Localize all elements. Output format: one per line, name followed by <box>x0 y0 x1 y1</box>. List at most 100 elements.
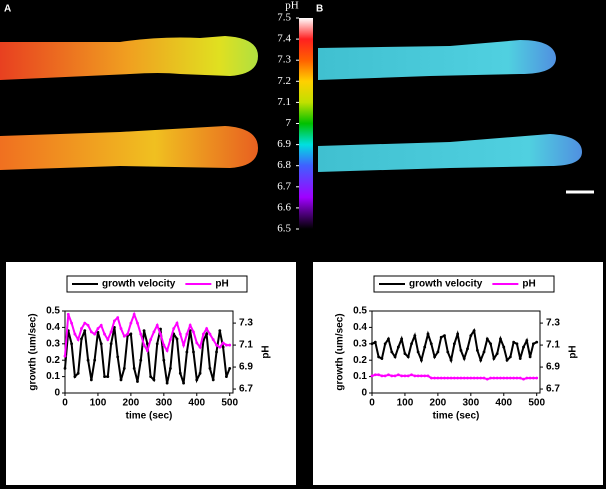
y-tick-label: 0 <box>361 388 367 399</box>
series-point <box>119 327 123 330</box>
series-point <box>413 374 417 378</box>
series-point <box>149 375 153 378</box>
series-point <box>96 327 100 330</box>
y-axis-label: growth (um/sec) <box>28 313 39 390</box>
series-point <box>192 330 195 334</box>
tube-image <box>0 126 258 170</box>
series-point <box>178 332 182 336</box>
series-point <box>489 342 492 346</box>
series-point <box>70 342 73 346</box>
series-point <box>383 342 387 346</box>
series-point <box>192 350 195 354</box>
series-point <box>472 376 476 380</box>
colorbar-tick-label: 7.5 <box>277 12 291 24</box>
series-point <box>139 358 143 362</box>
series-point <box>518 376 522 380</box>
series-point <box>410 342 413 346</box>
series-point <box>122 334 126 338</box>
series-point <box>462 376 466 380</box>
series-point <box>93 332 97 336</box>
series-point <box>452 342 456 346</box>
series-point <box>103 332 106 336</box>
series-point <box>116 316 120 319</box>
series-point <box>416 374 420 378</box>
series-point <box>175 337 179 341</box>
series-point <box>377 373 380 377</box>
series-point <box>195 378 199 382</box>
y-tick-label: 0.1 <box>46 371 60 382</box>
series-point <box>145 349 149 352</box>
y-tick-label: 0.4 <box>353 322 367 333</box>
series-point <box>218 329 222 333</box>
series-point <box>479 358 483 362</box>
series-point <box>449 358 453 362</box>
series-point <box>462 357 466 360</box>
series-point <box>136 380 139 383</box>
series-point <box>436 376 440 380</box>
y2-axis-label: pH <box>261 345 272 358</box>
tube-image <box>0 36 258 80</box>
x-tick-label: 100 <box>397 398 414 409</box>
series-point <box>485 377 489 381</box>
series-point <box>172 327 176 330</box>
series-point <box>83 329 87 333</box>
series-point <box>80 327 83 330</box>
series-point <box>198 371 202 375</box>
series-point <box>387 337 390 341</box>
series-point <box>373 340 377 344</box>
series-point <box>429 376 433 380</box>
series-point <box>410 373 413 377</box>
series-point <box>400 374 404 378</box>
x-tick-label: 400 <box>188 398 205 409</box>
x-tick-label: 300 <box>155 398 172 409</box>
series-point <box>89 330 93 334</box>
y2-tick-label: 7.1 <box>546 340 560 351</box>
colorbar-tick-label: 7.2 <box>277 75 291 87</box>
legend-label: pH <box>215 279 228 290</box>
series-point <box>443 334 446 337</box>
series-point <box>502 376 506 380</box>
series-point <box>93 358 97 362</box>
x-axis-label: time (sec) <box>433 411 480 422</box>
series-point <box>205 327 209 330</box>
series-point <box>459 376 463 380</box>
y2-tick-label: 6.9 <box>239 362 253 373</box>
series-point <box>482 350 486 354</box>
series-point <box>136 321 139 325</box>
series-point <box>472 329 476 333</box>
y2-tick-label: 6.7 <box>239 384 253 395</box>
series-point <box>215 350 218 354</box>
series-point <box>185 332 189 336</box>
series-point <box>165 349 169 352</box>
series-point <box>508 376 512 380</box>
series-point <box>495 352 499 356</box>
colorbar-tick-label: 7.4 <box>277 33 291 45</box>
x-tick-label: 0 <box>62 398 68 409</box>
series-point <box>456 332 460 336</box>
series-point <box>512 340 516 344</box>
y-tick-label: 0.2 <box>353 355 367 366</box>
series-point <box>489 376 492 380</box>
series-point <box>149 338 153 341</box>
series-point <box>439 376 443 380</box>
y-tick-label: 0.1 <box>353 371 367 382</box>
series-point <box>423 374 427 378</box>
series-point <box>113 326 116 329</box>
series-point <box>225 375 228 378</box>
series-point <box>466 376 469 380</box>
series-point <box>218 345 222 349</box>
series-point <box>479 376 483 380</box>
series-point <box>132 312 136 316</box>
series-point <box>485 337 489 341</box>
series-point <box>76 338 80 341</box>
colorbar-tick-label: 6.8 <box>277 159 291 171</box>
series-point <box>103 375 106 378</box>
series-point <box>225 343 228 347</box>
series-point <box>208 367 212 370</box>
series-point <box>211 338 215 341</box>
series-point <box>116 355 120 359</box>
colorbar-tick-label: 7 <box>286 117 292 129</box>
series-point <box>429 342 433 346</box>
series-point <box>449 376 453 380</box>
series-point <box>393 374 397 378</box>
